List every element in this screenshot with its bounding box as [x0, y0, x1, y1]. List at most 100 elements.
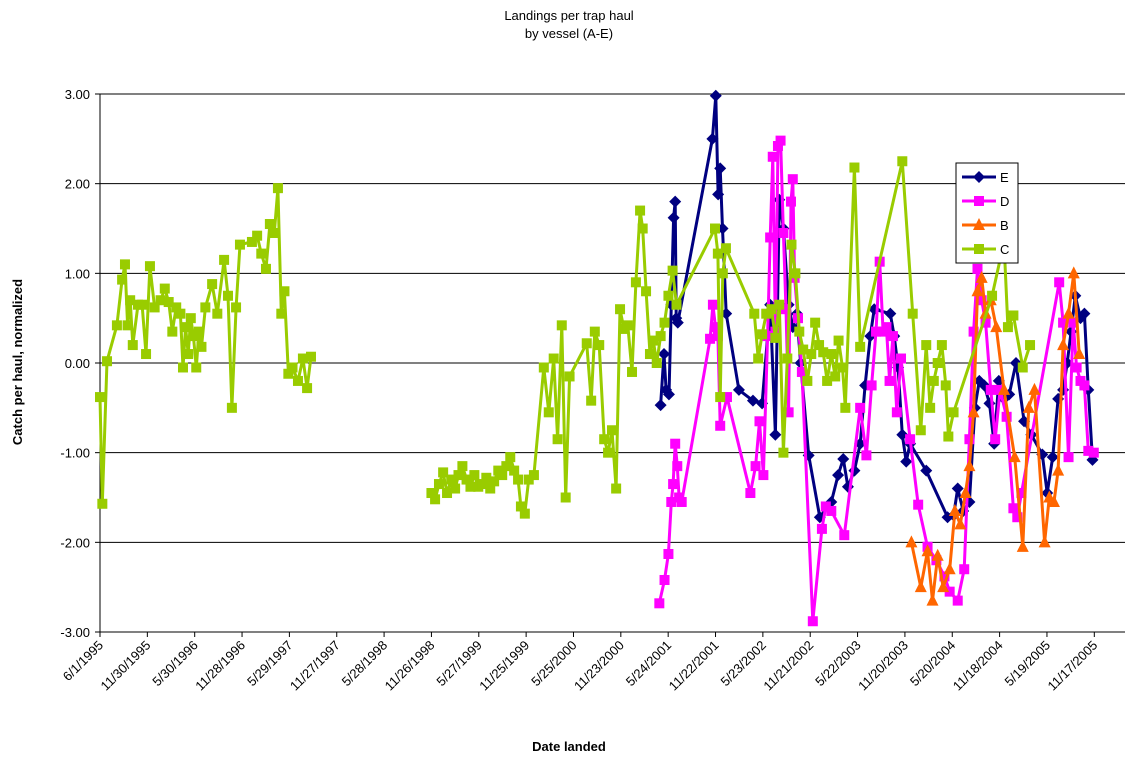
series-e-point [769, 428, 782, 441]
series-c-point [538, 362, 549, 373]
series-d-point [985, 384, 996, 395]
series-c-point [177, 362, 188, 373]
series-c-point [469, 470, 480, 481]
series-c-point [292, 375, 303, 386]
series-c-point [222, 290, 233, 301]
series-c-point [183, 349, 194, 360]
series-c-point [753, 353, 764, 364]
series-c-point [465, 481, 476, 492]
series-d-point [968, 326, 979, 337]
series-e-point [1078, 307, 1091, 320]
series-d-point [826, 505, 837, 516]
series-e-point [712, 188, 725, 201]
series-d-point [1071, 362, 1082, 373]
series-d-point [959, 564, 970, 575]
series-c-point [552, 434, 563, 445]
series-c-point [528, 470, 539, 481]
series-c-point [833, 335, 844, 346]
series-e-point [671, 316, 684, 329]
series-c-point [141, 349, 152, 360]
chart-title: Landings per trap haul [504, 8, 633, 23]
series-c-point [191, 362, 202, 373]
series-c-point [489, 476, 500, 487]
series-d-point [668, 479, 679, 490]
series-d-point [1054, 277, 1065, 288]
series-c-point [246, 236, 257, 247]
series-d-point [765, 232, 776, 243]
series-c-point [987, 290, 998, 301]
series-c-point [928, 375, 939, 386]
series-c-point [523, 474, 534, 485]
series-c-point [175, 308, 186, 319]
series-c-point [770, 332, 781, 343]
x-tick-label: 11/21/2002 [760, 638, 816, 694]
series-c-point [117, 274, 128, 285]
series-d-point [783, 407, 794, 418]
series-c-point [477, 479, 488, 490]
series-c-point [564, 371, 575, 382]
series-e-point [1046, 451, 1059, 464]
series-d-point [745, 488, 756, 499]
series-c-point [794, 326, 805, 337]
x-tick-label: 11/17/2005 [1044, 638, 1100, 694]
series-d-point [861, 450, 872, 461]
series-c-point [644, 349, 655, 360]
series-c-point [798, 344, 809, 355]
legend-marker-d [974, 196, 984, 206]
series-e-point [951, 482, 964, 495]
series-c-point [426, 488, 437, 499]
series-b-point [948, 503, 961, 516]
series-c-point [761, 308, 772, 319]
series-c-point [450, 483, 461, 494]
series-d-point [710, 322, 721, 333]
series-c-point [907, 308, 918, 319]
series-d-point [676, 496, 687, 507]
series-c-point [97, 498, 108, 509]
series-b-point [1052, 463, 1065, 476]
legend-marker-b [973, 218, 985, 230]
series-c-point [757, 329, 768, 340]
y-tick-label: -1.00 [60, 446, 90, 461]
series-c-point [641, 286, 652, 297]
series-c-point [279, 286, 290, 297]
series-c-point [651, 358, 662, 368]
series-c-point [810, 317, 821, 328]
series-c-point [438, 467, 449, 478]
series-c-point [252, 230, 263, 241]
series-c-point [648, 335, 659, 346]
series-c-point [560, 492, 571, 503]
series-c-point [125, 295, 136, 306]
series-c-point [671, 299, 682, 310]
series-c-point [171, 302, 182, 313]
series-e-point [746, 394, 759, 407]
series-d-point [787, 174, 798, 185]
series-c-point [586, 395, 597, 406]
series-e-point [832, 469, 845, 482]
series-b-point [1067, 266, 1080, 279]
series-c-point [548, 353, 559, 364]
series-b-point [914, 580, 927, 593]
series-d-point [896, 353, 907, 364]
series-d-point [666, 496, 677, 507]
series-c-point [790, 268, 801, 279]
series-c-point [940, 380, 951, 391]
chart-subtitle: by vessel (A-E) [525, 26, 613, 41]
series-e-point [884, 307, 897, 320]
series-c-point [505, 452, 516, 463]
series-d-point [1063, 452, 1074, 463]
series-c-point [826, 349, 837, 360]
y-axis-title: Catch per haul, normalized [10, 279, 25, 445]
series-d-point [672, 461, 683, 472]
series-d-point [705, 333, 716, 344]
series-c-point [212, 308, 223, 319]
series-d-point [820, 501, 831, 512]
series-b-point [1016, 539, 1029, 552]
series-d-point [707, 299, 718, 310]
series-c-point [622, 320, 633, 331]
series-c-point [855, 341, 866, 352]
series-c-point [932, 358, 943, 368]
series-c-point [155, 295, 166, 306]
series-c-point [163, 297, 174, 308]
series-d-point [855, 402, 866, 413]
